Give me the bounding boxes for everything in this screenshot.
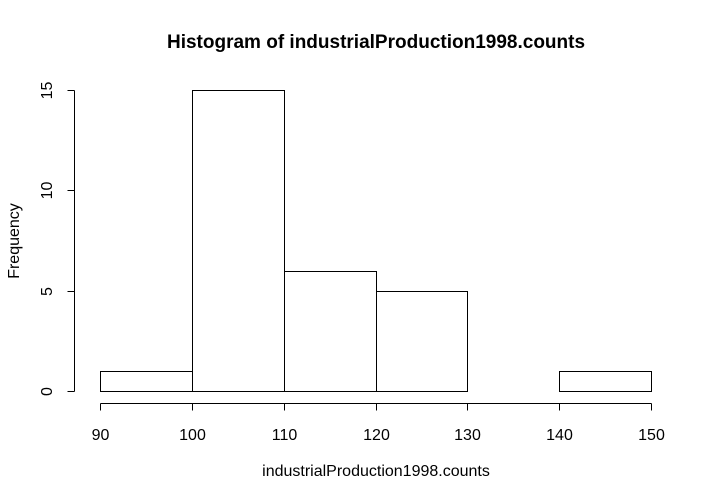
x-tick-label: 90 [92,427,110,444]
y-tick-label: 5 [39,287,56,296]
histogram-bar [559,371,652,392]
x-tick-label: 120 [363,427,390,444]
x-tick-label: 110 [272,427,298,444]
x-axis: 90 100 110 120 130 140 150 [92,403,665,444]
x-tick-label: 140 [546,427,573,444]
bars-group [100,90,652,392]
x-tick-label: 150 [638,427,665,444]
histogram-bar [192,90,285,392]
y-axis: 0 5 10 15 [39,82,75,396]
chart-title: Histogram of industrialProduction1998.co… [167,32,585,53]
y-tick-label: 10 [39,182,56,200]
histogram-bar [284,271,377,392]
y-tick-label: 15 [39,82,56,100]
y-tick-label: 0 [39,387,56,396]
x-tick-label: 100 [179,427,206,444]
histogram-bar [100,371,193,392]
x-axis-label: industrialProduction1998.counts [262,463,490,480]
y-axis-label: Frequency [6,203,23,279]
x-tick-label: 130 [454,427,481,444]
histogram-bar [376,291,468,392]
